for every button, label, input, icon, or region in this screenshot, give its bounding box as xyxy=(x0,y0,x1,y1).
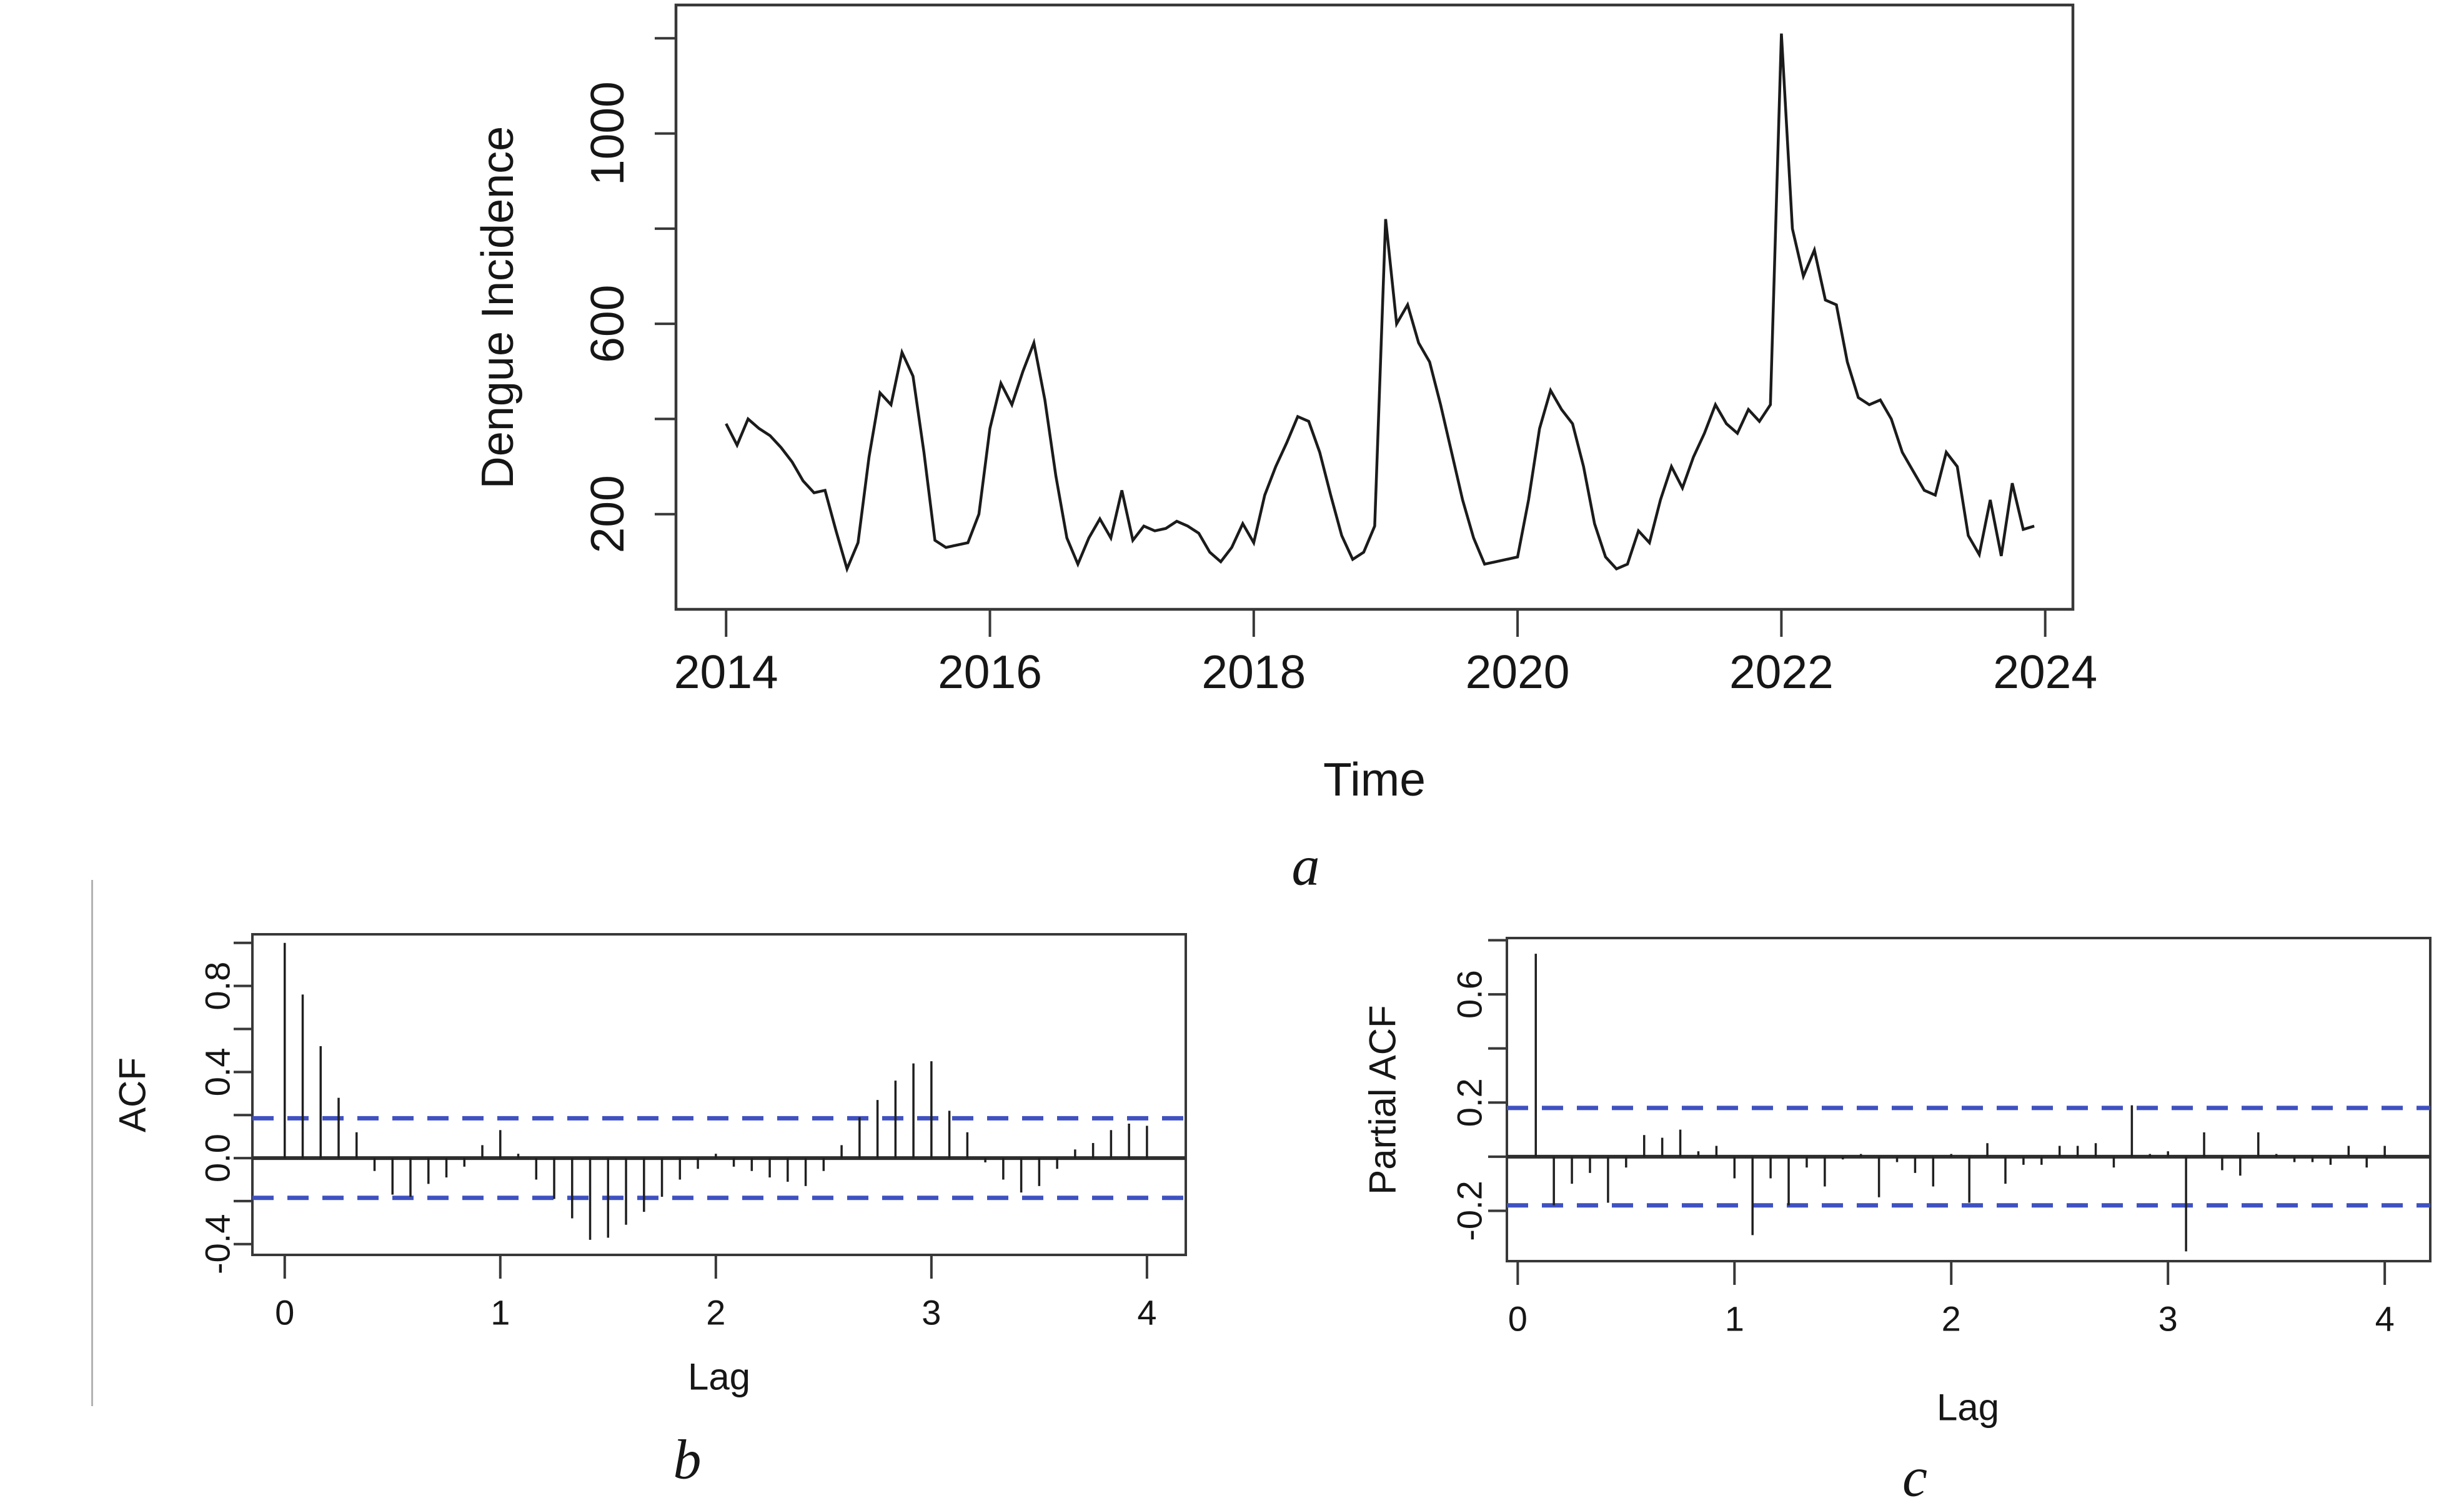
dengue-timeseries-series-line xyxy=(725,33,2035,574)
pacf-y-tick-label: 0.6 xyxy=(1450,970,1489,1019)
panel-label-c: c xyxy=(1902,1446,1927,1508)
acf-y-tick-label: -0.4 xyxy=(198,1214,237,1275)
pacf-plot-box xyxy=(1506,937,2432,1262)
acf-y-tick-label: 0.4 xyxy=(198,1047,237,1096)
pacf-y-tick-label: 0.2 xyxy=(1450,1078,1489,1127)
dengue-timeseries-x-tick-label: 2024 xyxy=(1993,646,2097,698)
pacf-x-tick-label: 4 xyxy=(2375,1299,2395,1339)
acf-x-tick-label: 0 xyxy=(275,1293,294,1332)
acf-x-tick-label: 4 xyxy=(1137,1293,1156,1332)
acf-y-tick-label: 0.0 xyxy=(198,1134,237,1182)
dengue-timeseries-y-tick-label: 1000 xyxy=(581,81,633,186)
acf-y-tick-label: 0.8 xyxy=(198,962,237,1011)
x-axis-title-timeseries: Time xyxy=(1323,753,1426,806)
dengue-timeseries-x-tick-label: 2016 xyxy=(938,646,1042,698)
pacf-x-tick-label: 1 xyxy=(1725,1299,1744,1339)
left-border-line xyxy=(91,880,93,1406)
y-axis-title-timeseries: Dengue Incidence xyxy=(473,126,523,489)
x-axis-title-pacf: Lag xyxy=(1936,1386,2000,1429)
acf-x-tick-label: 2 xyxy=(706,1293,725,1332)
dengue-timeseries-y-tick-label: 200 xyxy=(581,475,633,553)
x-axis-title-acf: Lag xyxy=(687,1356,751,1398)
y-axis-title-acf: ACF xyxy=(111,1057,154,1132)
pacf-x-tick-label: 3 xyxy=(2158,1299,2178,1339)
pacf-x-tick-label: 0 xyxy=(1508,1299,1528,1339)
panel-label-a: a xyxy=(1291,835,1320,897)
dengue-timeseries-x-tick-label: 2022 xyxy=(1729,646,1834,698)
dengue-timeseries-x-tick-label: 2014 xyxy=(674,646,778,698)
y-axis-title-pacf: Partial ACF xyxy=(1361,1005,1404,1195)
dengue-timeseries-y-tick-label: 600 xyxy=(581,285,633,363)
acf-x-tick-label: 1 xyxy=(490,1293,510,1332)
dengue-timeseries-plot-box xyxy=(674,3,2075,611)
panel-label-b: b xyxy=(673,1429,702,1491)
pacf-x-tick-label: 2 xyxy=(1942,1299,1961,1339)
acf-x-tick-label: 3 xyxy=(922,1293,941,1332)
dengue-timeseries-x-tick-label: 2020 xyxy=(1466,646,1570,698)
pacf-y-tick-label: -0.2 xyxy=(1450,1181,1489,1241)
acf-plot-box xyxy=(251,933,1187,1256)
dengue-timeseries-x-tick-label: 2018 xyxy=(1201,646,1306,698)
